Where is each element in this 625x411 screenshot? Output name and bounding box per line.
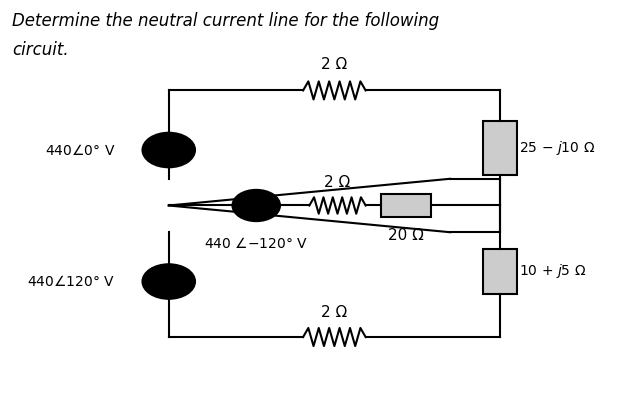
Text: 440$\angle$0° V: 440$\angle$0° V: [45, 143, 116, 157]
Text: +: +: [164, 285, 174, 298]
Circle shape: [232, 190, 280, 221]
Text: 2 Ω: 2 Ω: [321, 57, 348, 72]
Text: 440$\angle$120° V: 440$\angle$120° V: [28, 274, 116, 289]
Text: −: −: [164, 154, 174, 167]
Bar: [381, 194, 431, 217]
Text: 2 Ω: 2 Ω: [321, 305, 348, 320]
Text: 440 $\angle$$-$120° V: 440 $\angle$$-$120° V: [204, 236, 308, 251]
Bar: [483, 121, 518, 175]
Circle shape: [142, 133, 195, 167]
Text: 2 Ω: 2 Ω: [324, 175, 351, 190]
Text: Determine the neutral current line for the following: Determine the neutral current line for t…: [12, 12, 439, 30]
Text: −: −: [238, 199, 248, 212]
Text: 20 Ω: 20 Ω: [388, 228, 424, 243]
Circle shape: [142, 264, 195, 299]
Text: +: +: [164, 133, 174, 146]
Text: circuit.: circuit.: [12, 41, 69, 59]
Text: 25 $-$ $j$10 Ω: 25 $-$ $j$10 Ω: [519, 139, 595, 157]
Text: 10 + $j$5 Ω: 10 + $j$5 Ω: [519, 262, 586, 280]
Bar: [483, 249, 518, 294]
Text: −: −: [164, 265, 174, 278]
Text: +: +: [262, 199, 272, 212]
